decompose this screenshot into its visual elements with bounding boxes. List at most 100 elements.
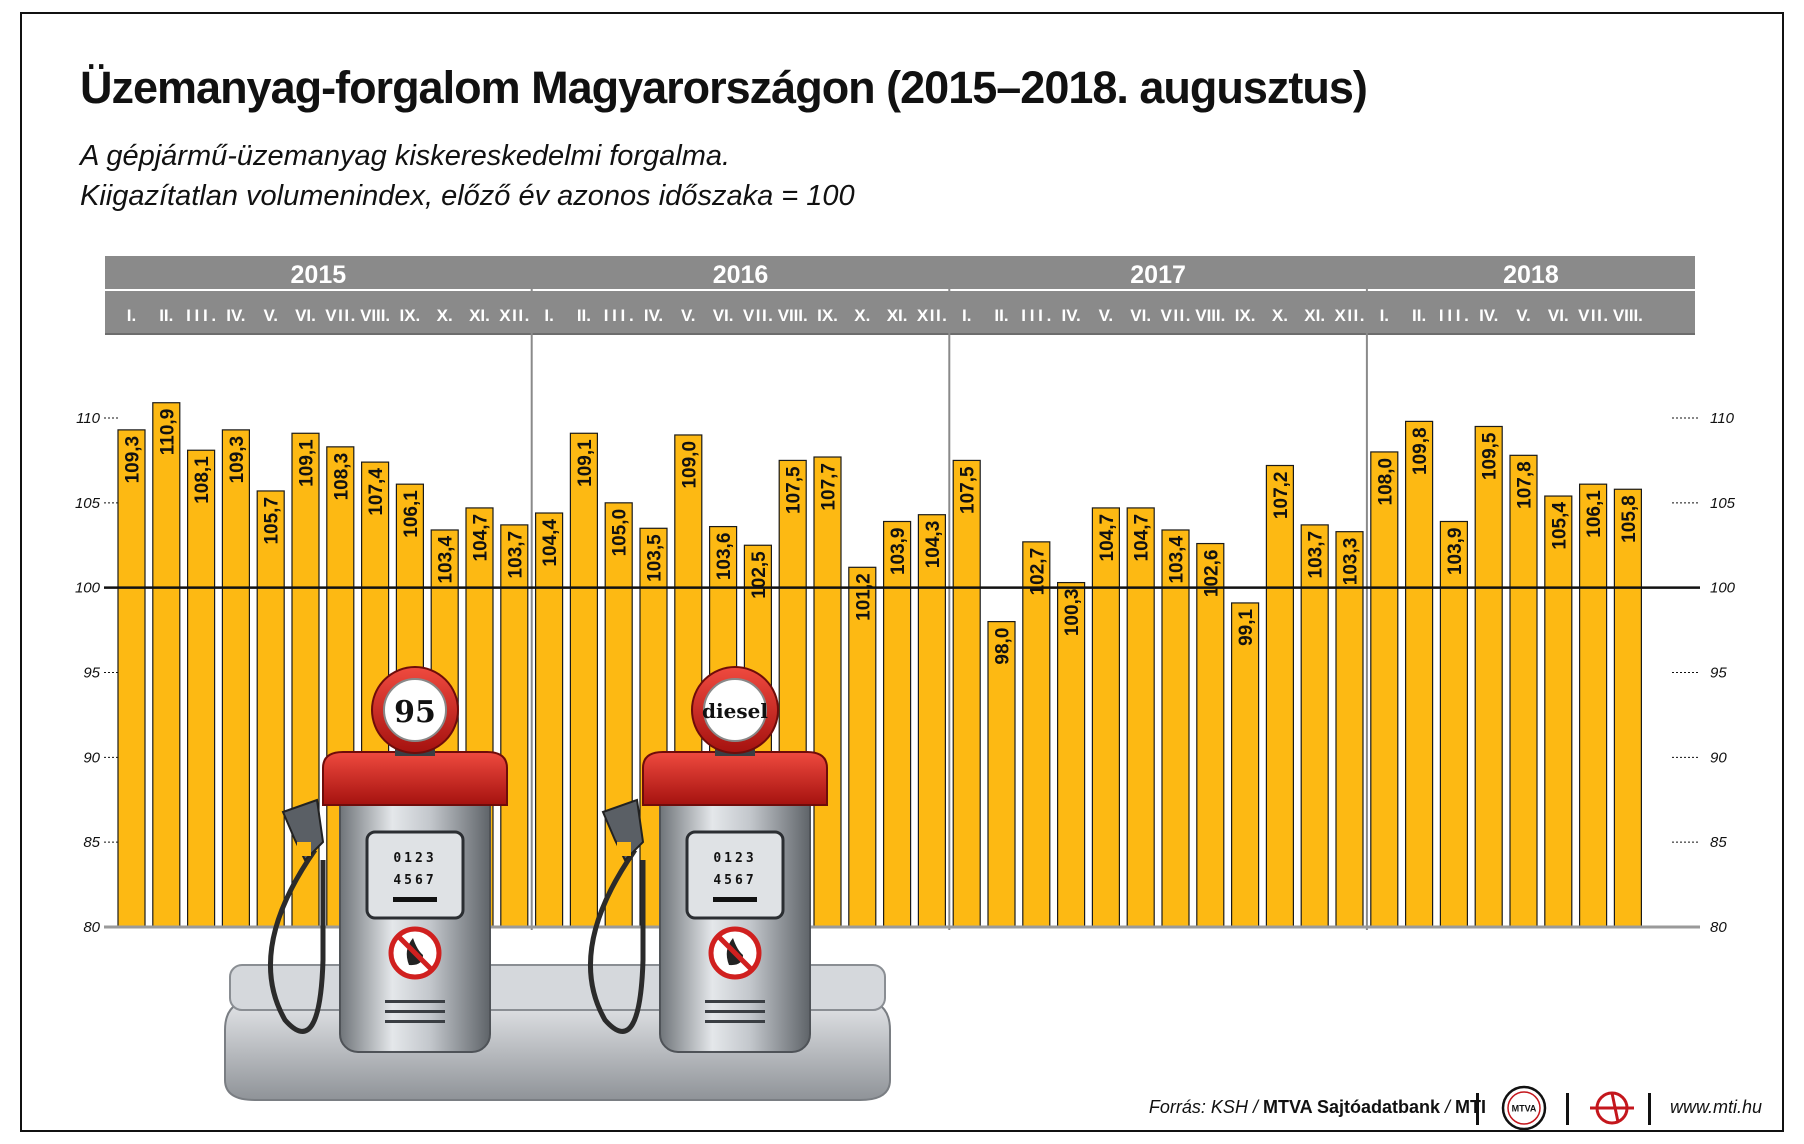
chart-subtitle-line2: Kiigazítatlan volumenindex, előző év azo…: [80, 180, 855, 212]
month-label: VI.: [1130, 306, 1151, 325]
month-label: VII.: [325, 306, 355, 325]
header-band: [105, 256, 1695, 334]
bar: [1091, 507, 1121, 928]
month-label: I.: [127, 306, 136, 325]
bar-value-label: 107,7: [819, 463, 840, 511]
mtva-logo-icon: MTVA: [1501, 1085, 1547, 1131]
month-label: VI.: [295, 306, 316, 325]
month-label: IV.: [1061, 306, 1080, 325]
pump-cap: [642, 751, 828, 806]
month-label: X.: [437, 306, 453, 325]
month-label: VII.: [1161, 306, 1191, 325]
no-fire-slash-icon: [717, 935, 753, 971]
bar: [1578, 483, 1608, 928]
chart-frame: [20, 12, 1784, 1132]
month-label: II.: [577, 306, 591, 325]
source-prefix: Forrás: KSH /: [1148, 1097, 1263, 1117]
chart-title: Üzemanyag-forgalom Magyarországon (2015–…: [80, 62, 1368, 113]
bar-value-label: 107,8: [1515, 461, 1536, 509]
no-fire-slash-icon: [397, 935, 433, 971]
fuel-pumps-illustration: 95 0123 4567 diesel 0123 4567: [224, 666, 891, 1101]
bar-value-label: 103,9: [888, 527, 909, 575]
bar: [256, 490, 285, 928]
y-tick-label-left: 85: [83, 834, 100, 851]
y-tick-label-left: 105: [75, 495, 101, 512]
pump-display: [365, 830, 465, 920]
pump-sign-label: 95: [394, 695, 436, 730]
month-label: VIII.: [360, 306, 390, 325]
month-label: XII.: [917, 306, 947, 325]
y-tick-label-right: 85: [1710, 834, 1727, 851]
bar-value-label: 105,4: [1549, 502, 1570, 550]
month-label: IV.: [1479, 306, 1498, 325]
pump-95: 95 0123 4567: [267, 666, 508, 1053]
bar: [1230, 602, 1260, 928]
footer-separator: [1648, 1093, 1651, 1125]
month-label: II.: [1412, 306, 1426, 325]
pump-counter-top: 0123: [393, 851, 436, 866]
pump-counter-bottom: 4567: [393, 873, 436, 888]
bar-value-label: 100,3: [1062, 589, 1083, 637]
footer-separator: [1566, 1093, 1569, 1125]
month-label: II.: [159, 306, 173, 325]
bar: [1544, 495, 1573, 928]
y-tick-label-left: 80: [83, 919, 100, 936]
pump-cap: [322, 751, 508, 806]
bar: [1196, 542, 1225, 928]
pump-sign-face: [703, 678, 767, 742]
pump-grille: [705, 1010, 765, 1013]
month-label: XI.: [887, 306, 908, 325]
bar: [952, 459, 981, 928]
y-tick-label-right: 80: [1710, 919, 1727, 936]
bar-value-label: 109,5: [1480, 432, 1501, 480]
bar-value-label: 104,3: [923, 521, 944, 569]
bar: [1335, 531, 1364, 928]
bar-value-label: 109,3: [227, 436, 248, 484]
source-mti: MTI: [1455, 1097, 1486, 1117]
month-label: IV.: [644, 306, 663, 325]
pump-grille: [705, 1000, 765, 1003]
bar-value-label: 109,1: [575, 439, 596, 487]
bar-value-label: 102,7: [1027, 548, 1048, 596]
bar: [187, 449, 216, 928]
bar-value-labels: 109,3 110,9 108,1 109,3 105,7 109,1 108,3 107,4…: [123, 409, 1640, 665]
footer-separator: [1476, 1093, 1479, 1125]
month-label: VII.: [743, 306, 773, 325]
bar: [117, 429, 146, 928]
pump-display-bar: [393, 897, 437, 902]
bar-value-label: 103,5: [645, 534, 666, 582]
bar: [569, 432, 599, 928]
bar-value-label: 104,4: [540, 519, 561, 567]
bar-value-label: 106,1: [1584, 490, 1605, 538]
year-label: 2015: [291, 261, 347, 289]
y-axes: 110 110 105 105 100 100 95 95 90 90 85 85 80 80: [75, 410, 1736, 936]
month-label: X.: [1272, 306, 1288, 325]
month-label: VI.: [713, 306, 734, 325]
bar-value-label: 104,7: [471, 514, 492, 562]
bar-value-label: 108,1: [192, 456, 213, 504]
year-label: 2017: [1130, 261, 1186, 289]
bar: [1509, 454, 1538, 928]
month-label: V.: [263, 306, 278, 325]
month-label: VI.: [1548, 306, 1569, 325]
month-label: V.: [1516, 306, 1531, 325]
month-label: V.: [681, 306, 696, 325]
pump-display-bar: [713, 897, 757, 902]
pump-diesel: diesel 0123 4567: [587, 666, 828, 1053]
nozzle-grip-icon: [617, 842, 631, 856]
hose-icon: [587, 848, 646, 1034]
website-url: www.mti.hu: [1670, 1097, 1763, 1117]
bar-value-label: 104,7: [1097, 514, 1118, 562]
month-label: XII.: [1335, 306, 1365, 325]
y-tick-label-left: 110: [76, 410, 101, 427]
bar-value-label: 106,1: [401, 490, 422, 538]
bar-value-label: 102,5: [749, 551, 770, 599]
month-label: IV.: [226, 306, 245, 325]
pump-counter-top: 0123: [713, 851, 756, 866]
hose-icon: [267, 848, 326, 1034]
bar: [1474, 425, 1503, 928]
bar-value-label: 101,2: [853, 573, 874, 621]
bar-value-label: 108,0: [1375, 458, 1396, 506]
bar: [917, 514, 947, 928]
bar-value-label: 102,6: [1201, 550, 1222, 598]
